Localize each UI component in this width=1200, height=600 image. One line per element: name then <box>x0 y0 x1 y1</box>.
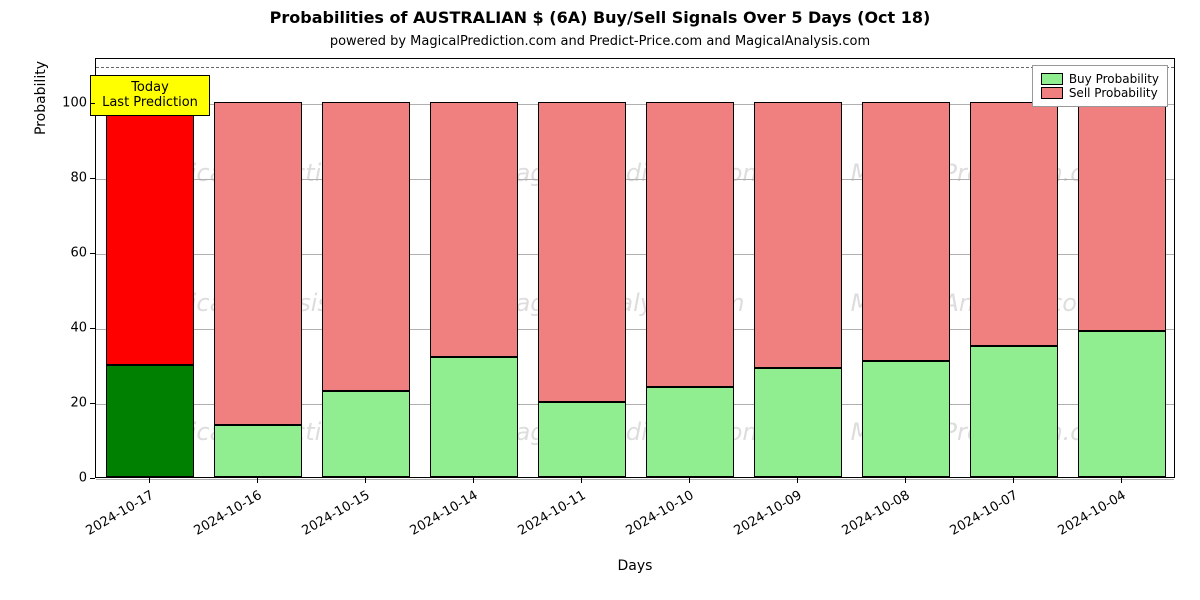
y-tick-label: 60 <box>55 246 87 261</box>
y-tick-mark <box>90 403 95 404</box>
y-tick-mark <box>90 253 95 254</box>
x-tick-mark <box>257 478 258 483</box>
y-tick-mark <box>90 103 95 104</box>
legend-item: Buy Probability <box>1041 72 1159 86</box>
plot-area: MagicalPrediction.comMagicalPrediction.c… <box>95 58 1175 478</box>
x-tick-mark <box>797 478 798 483</box>
callout-line2: Last Prediction <box>99 95 201 111</box>
x-tick-mark <box>581 478 582 483</box>
figure: Probabilities of AUSTRALIAN $ (6A) Buy/S… <box>0 0 1200 600</box>
x-axis-label: Days <box>95 558 1175 574</box>
x-tick-mark <box>689 478 690 483</box>
y-tick-label: 0 <box>55 471 87 486</box>
today-callout: TodayLast Prediction <box>90 75 210 116</box>
y-tick-label: 100 <box>55 96 87 111</box>
legend: Buy ProbabilitySell Probability <box>1032 65 1168 107</box>
x-tick-mark <box>905 478 906 483</box>
legend-item: Sell Probability <box>1041 86 1159 100</box>
y-tick-mark <box>90 478 95 479</box>
y-axis-label: Probability <box>33 0 49 308</box>
y-tick-label: 40 <box>55 321 87 336</box>
y-tick-label: 20 <box>55 396 87 411</box>
legend-label: Sell Probability <box>1069 86 1158 100</box>
y-tick-label: 80 <box>55 171 87 186</box>
x-tick-mark <box>473 478 474 483</box>
x-tick-mark <box>149 478 150 483</box>
x-tick-mark <box>365 478 366 483</box>
callout-line1: Today <box>99 80 201 96</box>
legend-swatch <box>1041 87 1063 99</box>
legend-swatch <box>1041 73 1063 85</box>
y-tick-mark <box>90 328 95 329</box>
x-tick-mark <box>1121 478 1122 483</box>
overlay-layer: TodayLast Prediction <box>96 59 1174 477</box>
x-tick-mark <box>1013 478 1014 483</box>
y-tick-mark <box>90 178 95 179</box>
chart-subtitle: powered by MagicalPrediction.com and Pre… <box>0 34 1200 49</box>
legend-label: Buy Probability <box>1069 72 1159 86</box>
chart-title: Probabilities of AUSTRALIAN $ (6A) Buy/S… <box>0 8 1200 27</box>
